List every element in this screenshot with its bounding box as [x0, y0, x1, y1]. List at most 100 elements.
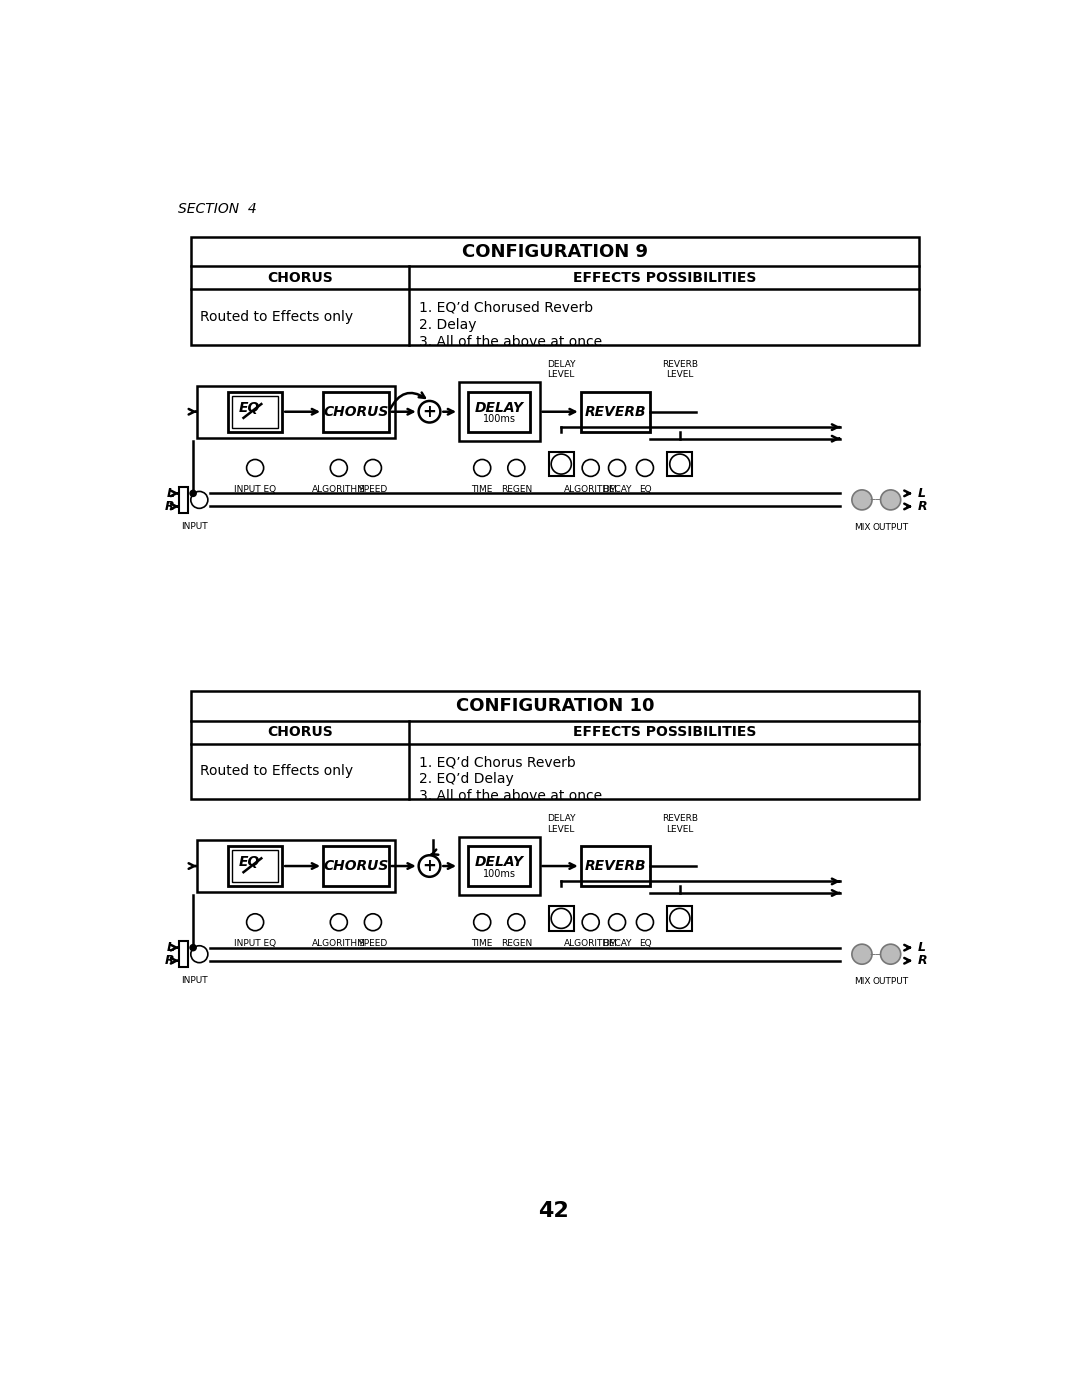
Text: 1. EQ’d Chorus Reverb: 1. EQ’d Chorus Reverb	[419, 756, 576, 770]
Text: DECAY: DECAY	[603, 485, 632, 495]
Text: MIX: MIX	[853, 978, 870, 986]
Text: ALGORITHM: ALGORITHM	[312, 939, 366, 949]
Circle shape	[636, 460, 653, 476]
Text: R: R	[918, 954, 928, 967]
Text: CHORUS: CHORUS	[323, 405, 389, 419]
Text: REVERB: REVERB	[584, 859, 646, 873]
Text: TIME: TIME	[472, 939, 492, 949]
Circle shape	[191, 492, 207, 509]
Text: 2. Delay: 2. Delay	[419, 317, 476, 332]
Circle shape	[191, 946, 207, 963]
Text: REGEN: REGEN	[501, 485, 532, 495]
Circle shape	[608, 460, 625, 476]
Text: DELAY
LEVEL: DELAY LEVEL	[546, 814, 576, 834]
Circle shape	[190, 944, 197, 951]
Circle shape	[582, 460, 599, 476]
Circle shape	[880, 944, 901, 964]
Bar	[581, 847, 650, 886]
Bar	[191, 237, 919, 345]
Text: MIX: MIX	[853, 522, 870, 532]
Text: INPUT: INPUT	[181, 522, 208, 531]
Text: EQ: EQ	[239, 401, 259, 415]
Text: TIME: TIME	[472, 485, 492, 495]
Circle shape	[508, 914, 525, 930]
Bar	[179, 488, 189, 513]
Text: L: L	[166, 486, 175, 500]
Text: L: L	[918, 942, 926, 954]
Bar	[549, 907, 573, 930]
Bar	[581, 391, 650, 432]
Bar	[469, 391, 530, 432]
Text: CHORUS: CHORUS	[267, 725, 333, 739]
Text: REVERB
LEVEL: REVERB LEVEL	[662, 360, 698, 380]
Text: DELAY: DELAY	[475, 401, 524, 415]
Text: 2. EQ’d Delay: 2. EQ’d Delay	[419, 773, 513, 787]
Text: DELAY: DELAY	[475, 855, 524, 869]
Text: CHORUS: CHORUS	[323, 859, 389, 873]
Bar	[459, 837, 540, 895]
Text: INPUT EQ: INPUT EQ	[234, 939, 276, 949]
Bar	[197, 840, 395, 893]
Circle shape	[880, 490, 901, 510]
Text: 3. All of the above at once: 3. All of the above at once	[419, 789, 602, 803]
Text: SECTION  4: SECTION 4	[177, 203, 256, 217]
Bar	[549, 451, 573, 476]
Circle shape	[330, 460, 348, 476]
Circle shape	[474, 914, 490, 930]
Circle shape	[330, 914, 348, 930]
Text: EQ: EQ	[239, 855, 259, 869]
Text: EFFECTS POSSIBILITIES: EFFECTS POSSIBILITIES	[572, 271, 756, 285]
Text: +: +	[422, 402, 436, 420]
Bar	[667, 907, 692, 930]
Bar	[469, 847, 530, 886]
Circle shape	[246, 914, 264, 930]
Bar	[667, 451, 692, 476]
Text: R: R	[918, 500, 928, 513]
Text: REVERB
LEVEL: REVERB LEVEL	[662, 814, 698, 834]
Text: ––: ––	[869, 947, 882, 961]
Text: ALGORITHM: ALGORITHM	[564, 939, 618, 949]
Text: OUTPUT: OUTPUT	[873, 522, 908, 532]
Text: CONFIGURATION 9: CONFIGURATION 9	[462, 243, 648, 261]
Text: Routed to Effects only: Routed to Effects only	[200, 310, 353, 324]
Text: 100ms: 100ms	[483, 869, 516, 879]
Text: DELAY
LEVEL: DELAY LEVEL	[546, 360, 576, 380]
Circle shape	[582, 914, 599, 930]
Text: ––: ––	[869, 493, 882, 506]
Text: ALGORITHM: ALGORITHM	[564, 485, 618, 495]
Text: 1. EQ’d Chorused Reverb: 1. EQ’d Chorused Reverb	[419, 300, 593, 314]
Circle shape	[508, 460, 525, 476]
Text: 100ms: 100ms	[483, 415, 516, 425]
Bar	[191, 692, 919, 799]
Text: SPEED: SPEED	[359, 485, 388, 495]
Text: REGEN: REGEN	[501, 939, 532, 949]
Text: EQ: EQ	[638, 939, 651, 949]
Text: EFFECTS POSSIBILITIES: EFFECTS POSSIBILITIES	[572, 725, 756, 739]
Circle shape	[551, 454, 571, 474]
Bar	[232, 395, 279, 427]
Bar	[179, 942, 189, 967]
Circle shape	[636, 914, 653, 930]
Text: R: R	[165, 954, 175, 967]
Circle shape	[474, 460, 490, 476]
Text: OUTPUT: OUTPUT	[873, 978, 908, 986]
Text: CHORUS: CHORUS	[267, 271, 333, 285]
Bar	[197, 386, 395, 437]
Circle shape	[670, 454, 690, 474]
Text: CONFIGURATION 10: CONFIGURATION 10	[456, 697, 654, 715]
Circle shape	[419, 855, 441, 877]
Circle shape	[190, 490, 197, 496]
Circle shape	[852, 944, 872, 964]
Text: R: R	[165, 500, 175, 513]
Circle shape	[246, 460, 264, 476]
Bar	[232, 849, 279, 882]
Text: L: L	[166, 942, 175, 954]
Text: DECAY: DECAY	[603, 939, 632, 949]
Text: 42: 42	[538, 1201, 569, 1221]
Text: Routed to Effects only: Routed to Effects only	[200, 764, 353, 778]
Text: ALGORITHM: ALGORITHM	[312, 485, 366, 495]
Text: L: L	[918, 486, 926, 500]
Circle shape	[364, 460, 381, 476]
Bar	[228, 847, 282, 886]
Text: SPEED: SPEED	[359, 939, 388, 949]
